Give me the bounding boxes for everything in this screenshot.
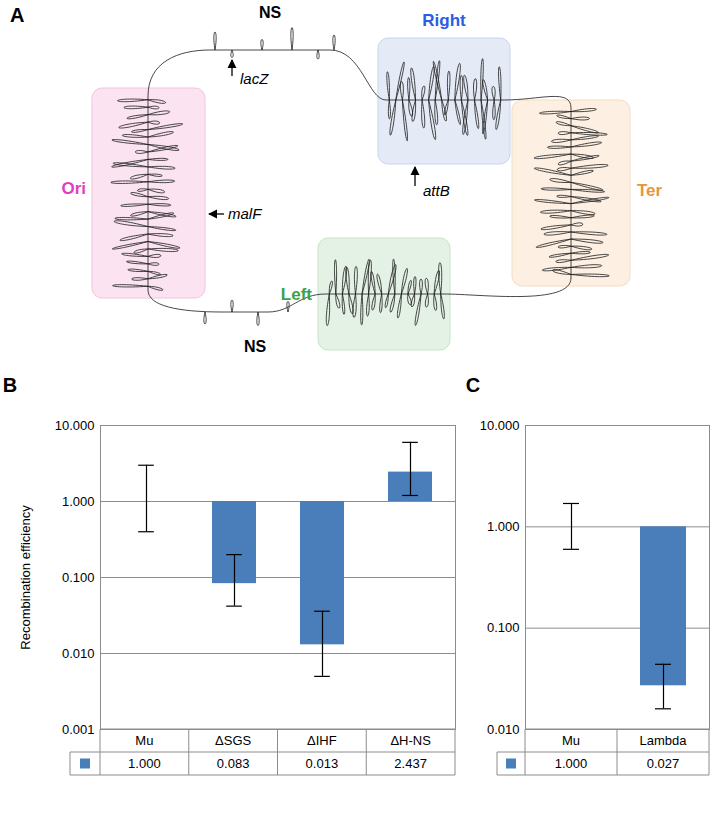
svg-text:0.027: 0.027 [647, 756, 680, 771]
svg-text:Left: Left [281, 285, 313, 304]
svg-text:lacZ: lacZ [240, 70, 269, 87]
svg-text:0.100: 0.100 [487, 620, 520, 635]
svg-text:0.010: 0.010 [487, 722, 520, 737]
svg-text:0.010: 0.010 [62, 646, 95, 661]
svg-text:A: A [10, 4, 24, 26]
svg-text:0.100: 0.100 [62, 570, 95, 585]
svg-text:Right: Right [422, 11, 466, 30]
svg-text:1.000: 1.000 [555, 756, 588, 771]
svg-text:ΔIHF: ΔIHF [307, 733, 337, 748]
svg-text:Ter: Ter [637, 181, 663, 200]
svg-text:0.013: 0.013 [306, 756, 339, 771]
svg-text:1.000: 1.000 [62, 494, 95, 509]
svg-text:malF: malF [228, 205, 262, 222]
svg-text:Ori: Ori [61, 179, 86, 198]
svg-text:ΔH-NS: ΔH-NS [390, 733, 431, 748]
svg-text:0.083: 0.083 [217, 756, 250, 771]
svg-text:Recombination efficiency: Recombination efficiency [18, 505, 33, 650]
svg-text:ΔSGS: ΔSGS [215, 733, 251, 748]
svg-text:10.000: 10.000 [55, 418, 95, 433]
svg-text:B: B [3, 374, 17, 396]
svg-text:Mu: Mu [135, 733, 153, 748]
svg-text:NS: NS [244, 338, 267, 355]
svg-text:2.437: 2.437 [394, 756, 427, 771]
svg-text:0.001: 0.001 [62, 722, 95, 737]
svg-text:10.000: 10.000 [480, 418, 520, 433]
svg-text:1.000: 1.000 [128, 756, 161, 771]
svg-text:NS: NS [259, 4, 282, 21]
svg-text:1.000: 1.000 [487, 519, 520, 534]
svg-text:attB: attB [423, 182, 450, 199]
svg-text:Lambda: Lambda [640, 733, 688, 748]
svg-text:C: C [466, 374, 480, 396]
svg-text:Mu: Mu [562, 733, 580, 748]
